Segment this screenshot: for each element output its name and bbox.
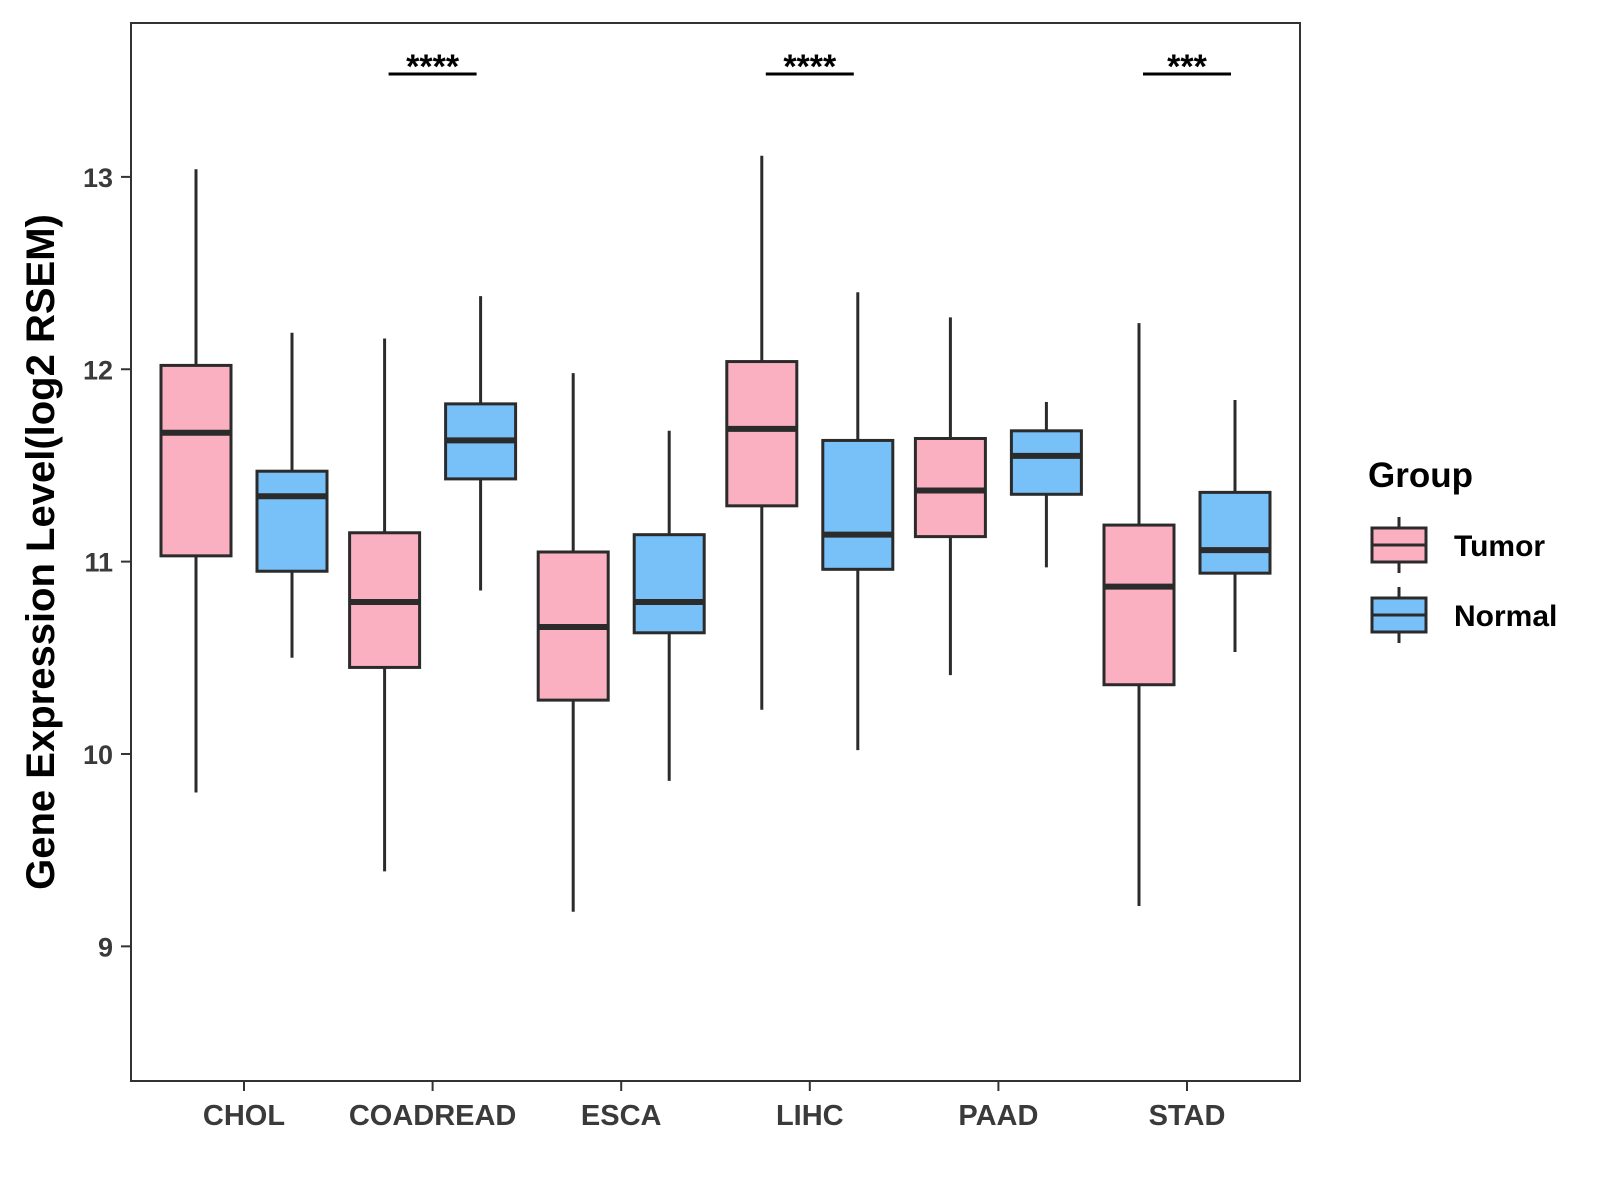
x-tick-label-paad: PAAD <box>958 1100 1038 1132</box>
iqr-box-normal-stad <box>1198 490 1272 575</box>
x-tick-label-coadread: COADREAD <box>349 1100 517 1132</box>
box-normal-lihc <box>821 292 895 751</box>
y-tick-label-12: 12 <box>83 355 113 385</box>
y-tick-label-9: 9 <box>98 932 113 962</box>
y-tick-label-10: 10 <box>83 740 113 770</box>
x-axis: CHOL COADREAD ESCA LIHC PAAD STAD <box>203 1081 1225 1132</box>
iqr-box-tumor-lihc <box>725 360 799 508</box>
box-tumor-coadread <box>348 338 422 872</box>
iqr-box-normal-esca <box>632 533 706 635</box>
box-normal-chol <box>255 332 329 658</box>
y-axis: 9 10 11 12 13 <box>83 163 131 962</box>
legend-item-normal: Normal <box>1370 587 1557 643</box>
box-tumor-paad <box>913 317 987 676</box>
box-normal-esca <box>632 430 706 781</box>
x-tick-label-stad: STAD <box>1149 1100 1226 1132</box>
iqr-box-normal-paad <box>1009 429 1083 496</box>
box-tumor-stad <box>1102 323 1176 906</box>
y-tick-label-11: 11 <box>84 548 113 578</box>
box-tumor-lihc <box>725 155 799 710</box>
x-tick-label-chol: CHOL <box>203 1100 285 1132</box>
legend-label-tumor: Tumor <box>1454 530 1545 563</box>
legend-label-normal: Normal <box>1454 600 1557 633</box>
iqr-box-normal-chol <box>255 469 329 573</box>
box-normal-paad <box>1009 401 1083 568</box>
legend-item-tumor: Tumor <box>1370 517 1545 573</box>
iqr-box-tumor-chol <box>159 363 233 558</box>
y-tick-label-13: 13 <box>83 163 113 193</box>
box-tumor-esca <box>536 373 610 912</box>
legend-title: Group <box>1368 456 1473 495</box>
significance-annotations: **** **** *** <box>388 48 1231 86</box>
legend: Group Tumor Normal <box>1368 456 1557 643</box>
box-normal-coadread <box>444 296 518 591</box>
x-tick-label-lihc: LIHC <box>776 1100 844 1132</box>
box-normal-stad <box>1198 400 1272 653</box>
significance-label-stad: *** <box>1167 48 1207 86</box>
x-tick-label-esca: ESCA <box>581 1100 662 1132</box>
y-axis-title: Gene Expression Level(log2 RSEM) <box>19 214 63 890</box>
iqr-box-normal-lihc <box>821 438 895 571</box>
legend-keys: Tumor Normal <box>1370 517 1557 643</box>
chart-marks <box>159 155 1272 912</box>
significance-label-coadread: **** <box>406 48 460 86</box>
box-tumor-chol <box>159 169 233 793</box>
iqr-box-tumor-stad <box>1102 523 1176 687</box>
significance-label-lihc: **** <box>783 48 837 86</box>
